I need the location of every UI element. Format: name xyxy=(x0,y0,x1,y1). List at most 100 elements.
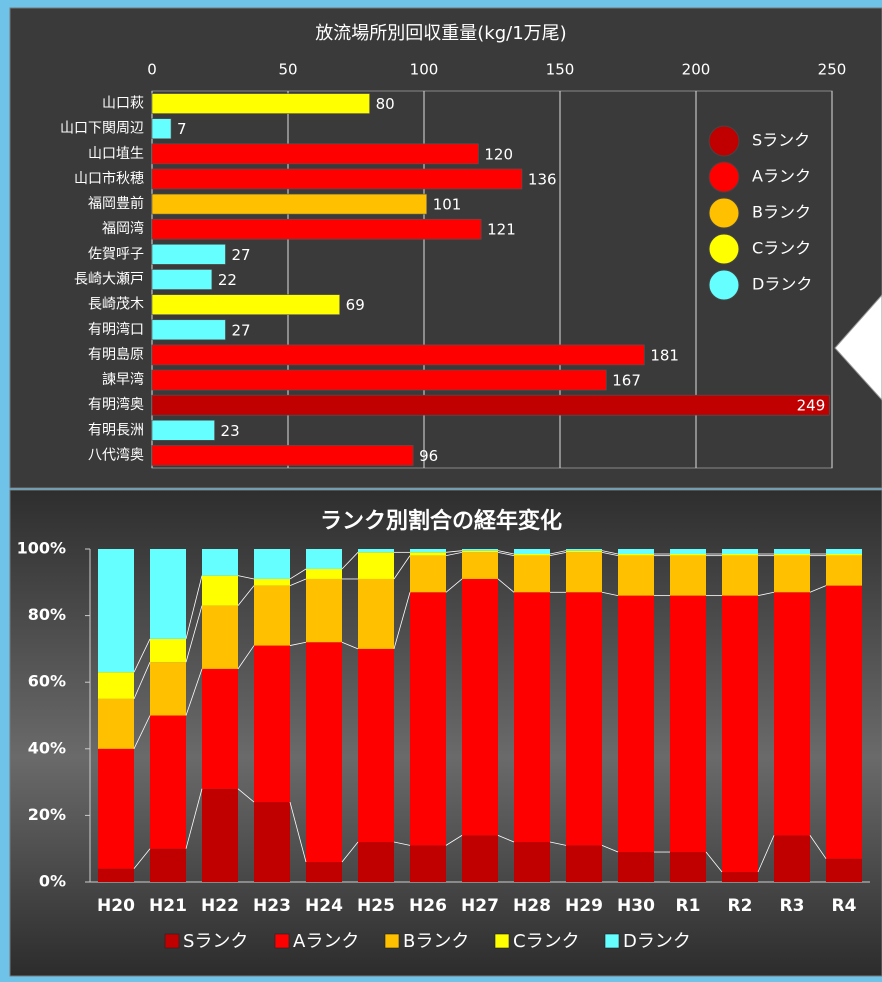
x-tick-label: 250 xyxy=(818,61,847,79)
bar xyxy=(151,218,482,240)
legend-label: Aランク xyxy=(752,167,811,186)
bar-segment xyxy=(306,862,342,882)
bar-segment xyxy=(722,595,758,873)
bar-segment xyxy=(722,549,758,554)
bar-segment xyxy=(774,592,810,836)
bar-segment xyxy=(670,852,706,882)
connector-line xyxy=(133,662,151,700)
value-label: 69 xyxy=(346,296,365,314)
connector-line xyxy=(185,668,203,716)
bar xyxy=(151,294,340,315)
bar-segment xyxy=(358,842,394,882)
bar-segment xyxy=(774,835,810,882)
bar-segment xyxy=(774,549,810,554)
bar-segment xyxy=(514,555,550,593)
x-tick-label: H23 xyxy=(253,896,291,916)
x-tick-label: 100 xyxy=(410,61,439,79)
value-label: 23 xyxy=(221,422,240,440)
bar-segment xyxy=(306,568,342,579)
bar-segment xyxy=(202,788,238,882)
value-label: 249 xyxy=(797,397,826,415)
y-tick-label: 100% xyxy=(17,539,66,558)
value-label: 22 xyxy=(218,271,237,289)
value-label: 121 xyxy=(487,221,516,239)
bar-segment xyxy=(150,662,186,716)
category-label: 諫早湾 xyxy=(102,371,144,388)
category-label: 有明湾奥 xyxy=(88,396,144,413)
category-label: 八代湾奥 xyxy=(88,446,144,463)
bar-segment xyxy=(566,549,602,551)
bar-segment xyxy=(514,549,550,554)
connector-line xyxy=(133,848,151,869)
bar xyxy=(151,93,370,114)
legend-marker xyxy=(164,933,180,949)
value-label: 80 xyxy=(376,95,395,113)
bar xyxy=(151,419,215,441)
bar-segment xyxy=(358,648,394,843)
bar-segment xyxy=(410,592,446,846)
x-tick-label: 0 xyxy=(147,61,157,79)
category-label: 有明湾口 xyxy=(88,321,144,338)
bar-segment xyxy=(202,575,238,606)
x-tick-label: H21 xyxy=(149,896,187,916)
connector-line xyxy=(237,585,255,606)
connector-line xyxy=(549,550,567,555)
value-label: 96 xyxy=(419,447,438,465)
connector-line xyxy=(445,835,463,846)
y-tick-label: 80% xyxy=(28,605,66,624)
legend-label: Sランク xyxy=(752,131,810,150)
bar-segment xyxy=(150,638,186,663)
bar-segment xyxy=(514,553,550,556)
connector-line xyxy=(289,641,307,646)
connector-line xyxy=(497,578,515,593)
connector-line xyxy=(393,841,411,846)
bar-segment xyxy=(566,592,602,846)
legend-label: Aランク xyxy=(293,931,359,952)
legend-marker xyxy=(708,269,740,301)
value-label: 27 xyxy=(231,321,250,339)
bar xyxy=(151,394,830,416)
bar-segment xyxy=(722,555,758,596)
bar-segment xyxy=(150,715,186,849)
legend-label: Cランク xyxy=(752,239,811,258)
category-label: 長崎大瀬戸 xyxy=(74,272,144,288)
x-tick-label: H27 xyxy=(461,896,499,916)
bar xyxy=(151,168,523,190)
category-label: 福岡湾 xyxy=(102,220,144,237)
connector-line xyxy=(549,551,567,557)
bar-segment xyxy=(98,868,134,882)
connector-line xyxy=(341,552,359,570)
connector-line xyxy=(497,550,515,555)
connector-line xyxy=(757,591,775,597)
bar xyxy=(151,269,213,290)
bar xyxy=(151,244,226,265)
legend-marker xyxy=(604,933,620,949)
connector-line xyxy=(705,851,723,873)
legend-label: Dランク xyxy=(752,275,812,294)
connector-line xyxy=(549,841,567,846)
bar-segment xyxy=(722,553,758,556)
connector-line xyxy=(237,645,255,670)
connector-line xyxy=(185,788,203,849)
category-label: 山口市秋穂 xyxy=(74,170,144,187)
bar-segment xyxy=(306,578,342,643)
connector-line xyxy=(393,555,411,580)
bar-segment xyxy=(618,555,654,596)
legend-label: Bランク xyxy=(403,931,469,952)
x-tick-label: 200 xyxy=(682,61,711,79)
legend-label: Cランク xyxy=(513,931,580,952)
pointer xyxy=(834,294,882,401)
bar-segment xyxy=(98,549,134,673)
connector-line xyxy=(497,551,515,557)
bar-segment xyxy=(358,552,394,579)
category-label: 有明島原 xyxy=(88,347,144,363)
bar-segment xyxy=(670,549,706,554)
bar-segment xyxy=(514,842,550,882)
x-tick-label: 50 xyxy=(278,61,297,79)
bar-segment xyxy=(514,592,550,843)
value-label: 167 xyxy=(612,372,641,390)
bar xyxy=(151,445,414,466)
bar-segment xyxy=(150,848,186,882)
bar xyxy=(151,369,607,391)
